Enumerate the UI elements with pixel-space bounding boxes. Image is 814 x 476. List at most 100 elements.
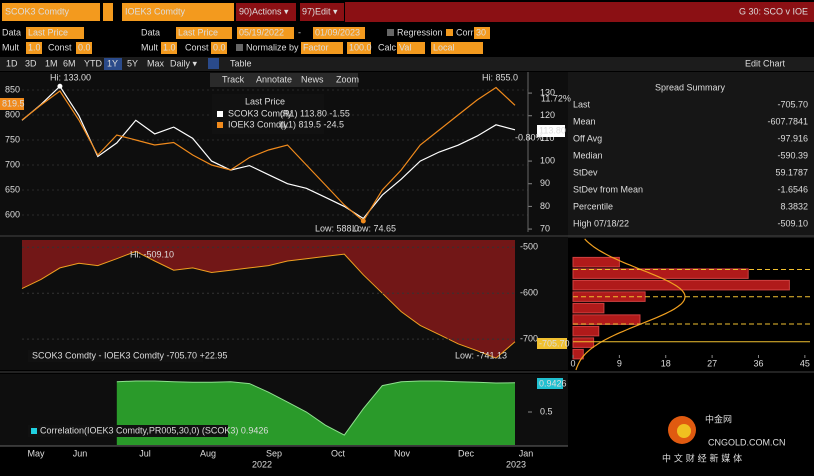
input-field[interactable] [76,42,92,54]
chart-tool[interactable]: Annotate [256,74,292,84]
setting: 05/19/2022 [239,27,284,37]
setting: Last Price [28,27,68,37]
hist-bar [572,256,620,268]
legend-detail: (L1) 819.5 -24.5 [280,119,344,129]
checkbox[interactable] [236,44,243,51]
hist-bar [572,348,584,360]
x-tick-label: Dec [458,448,475,458]
corr-line [116,380,516,436]
setting: Normalize by [246,42,299,52]
period[interactable]: 3D [25,58,37,68]
input-field[interactable] [347,42,371,54]
input-field[interactable] [301,42,343,54]
setting: 01/09/2023 [315,27,360,37]
last-label [537,338,567,349]
checkbox[interactable] [446,29,453,36]
summary-value: -590.39 [777,150,808,160]
setting: Regression [397,27,443,37]
title-bar [345,2,814,22]
x-tick-label: 9 [617,358,622,368]
period-active[interactable] [104,58,122,70]
chart-tool[interactable]: News [301,74,324,84]
y2-tick-label: 70 [540,223,550,233]
button[interactable] [300,3,344,21]
icon[interactable] [208,58,219,69]
y-tick-label: 800 [5,109,20,119]
x-tick-label: 45 [800,358,810,368]
summary-value: -1.6546 [777,184,808,194]
input-field[interactable] [176,27,232,39]
last-label [537,125,565,137]
period[interactable]: 5Y [127,58,138,68]
summary-value: -97.916 [777,133,808,143]
period[interactable]: Max [147,58,165,68]
chart-tool[interactable]: Zoom [336,74,359,84]
period[interactable]: 1Y [107,58,118,68]
input-field[interactable] [431,42,483,54]
legend [28,425,228,437]
period[interactable]: 6M [63,58,76,68]
setting: Const [185,42,209,52]
y2-tick-label: 90 [540,178,550,188]
legend-entry: SCOK3 Comdty - IOEK3 Comdty -705.70 +22.… [32,350,227,360]
summary-label: Percentile [573,201,613,211]
y2-tick-label: 110 [540,133,554,143]
annotation: Hi: -509.10 [130,249,174,259]
checkbox[interactable] [387,29,394,36]
setting: Val [399,42,411,52]
last-label-text: -705.70 [539,338,570,348]
logo-inner [677,424,691,438]
input-box[interactable] [122,3,234,21]
legend-detail: (R1) 113.80 -1.55 [280,108,350,118]
chart-tool[interactable]: Track [222,74,245,84]
x-tick-label: 0 [570,358,575,368]
button[interactable] [236,3,296,21]
summary-title: Spread Summary [655,82,726,92]
y2-tick-label: 100 [540,155,555,165]
x-tick-label: Jan [519,448,534,458]
setting: Last Price [178,27,218,37]
input-field[interactable] [313,27,365,39]
period[interactable]: YTD [84,58,103,68]
input-field[interactable] [397,42,425,54]
x-tick-label: Sep [266,448,282,458]
legend-entry: SCOK3 Comdty [228,108,293,118]
table-button[interactable]: Table [230,58,252,68]
watermark-slogan: 中 文 财 经 新 媒 体 [662,453,742,465]
legend-entry: Correlation(IOEK3 Comdty,PR005,30,0) (SC… [40,425,268,435]
security: IOEK3 Comdty [125,6,186,16]
input-box[interactable] [2,3,100,21]
edit-chart[interactable]: Edit Chart [745,58,786,68]
legend [28,350,203,362]
period[interactable]: 1D [6,58,18,68]
input-field[interactable] [161,42,177,54]
input-field[interactable] [237,27,294,39]
y-tick-label: -500 [520,242,538,252]
period[interactable]: 1M [45,58,58,68]
x-tick-label: 18 [661,358,671,368]
dropdown[interactable] [103,3,113,21]
watermark-site: CNGOLD.COM.CN [708,437,786,447]
input-field[interactable] [26,27,84,39]
input-field[interactable] [211,42,227,54]
setting: 1.0 [28,42,41,52]
x-tick-label: Jun [73,448,88,458]
price-line [21,86,516,222]
summary-value: -705.70 [777,99,808,109]
change-label: 11.72% [541,93,571,103]
setting: Mult [2,42,20,52]
x-tick-label: Jul [139,448,151,458]
legend-swatch [217,111,223,117]
frequency[interactable]: Daily ▾ [170,58,198,68]
summary-value: 8.3832 [780,201,808,211]
change-label: -0.80% [515,132,544,142]
setting: Calc [378,42,397,52]
input-field[interactable] [26,42,42,54]
legend-swatch [31,428,37,434]
input-field[interactable] [474,27,490,39]
summary-label: StDev [573,167,598,177]
setting: Data [141,27,160,37]
last-label-text: 819.5 [2,98,25,108]
annotation: Low: 588.0 [315,223,359,233]
